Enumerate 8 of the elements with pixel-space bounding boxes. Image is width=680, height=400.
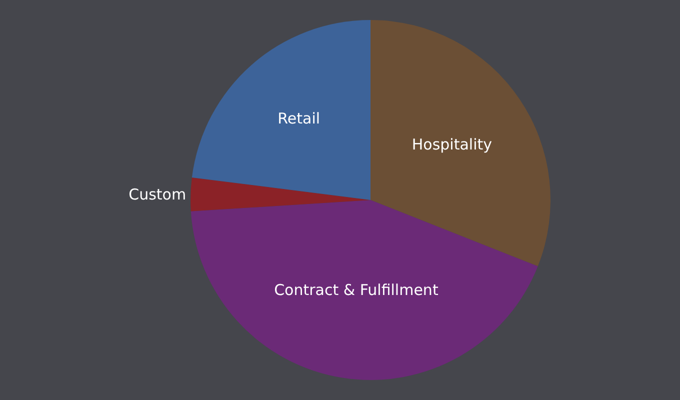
slice-label: Custom bbox=[128, 185, 186, 204]
slice-label: Hospitality bbox=[412, 136, 492, 154]
pie-slice bbox=[190, 200, 538, 380]
slice-label: Retail bbox=[278, 110, 320, 128]
slice-label: Contract & Fulfillment bbox=[274, 280, 438, 299]
pie-slice bbox=[370, 20, 550, 266]
pie-slice bbox=[190, 177, 370, 212]
pie-slice bbox=[192, 20, 370, 200]
